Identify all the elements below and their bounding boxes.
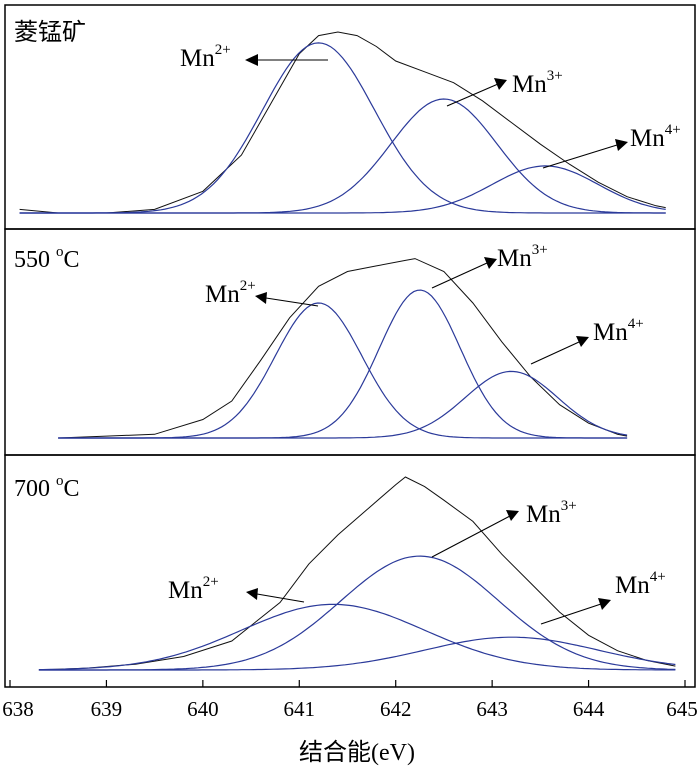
panel-2-mn4-annotation: Mn4+ bbox=[530, 316, 644, 365]
x-tick-label-645: 645 bbox=[666, 697, 698, 721]
x-tick-label-643: 643 bbox=[476, 697, 508, 721]
panel-1-title: 菱锰矿 bbox=[14, 19, 86, 46]
panel-2-mn3-fit-curve bbox=[58, 289, 628, 439]
panel-3-frame bbox=[4, 454, 696, 688]
panel-rhodochrosite: 菱锰矿 Mn2+ Mn3+ Mn4+ bbox=[4, 4, 696, 230]
panel-3-mn3-fit-curve bbox=[38, 555, 676, 671]
panel-3-mn3-annotation: Mn3+ bbox=[431, 498, 577, 558]
x-axis: 638 639 640 641 642 643 644 645 bbox=[2, 680, 698, 721]
svg-text:Mn2+: Mn2+ bbox=[180, 42, 231, 72]
x-tick-label-639: 639 bbox=[91, 697, 123, 721]
panel-2-title: 550 oC bbox=[14, 244, 80, 273]
x-axis-label: 结合能(eV) bbox=[299, 739, 415, 766]
panel-2-envelope-line bbox=[58, 258, 628, 439]
panel-3-mn4-fit-curve bbox=[38, 636, 676, 671]
panel-3-mn2-annotation: Mn2+ bbox=[168, 574, 305, 604]
svg-text:Mn4+: Mn4+ bbox=[615, 569, 666, 599]
panel-2-mn2-annotation: Mn2+ bbox=[205, 278, 319, 308]
panel-1-mn3-fit-curve bbox=[19, 98, 666, 214]
panel-1-envelope-line bbox=[19, 31, 666, 214]
panel-2-mn3-annotation: Mn3+ bbox=[431, 242, 548, 289]
panel-3-mn2-fit-curve bbox=[38, 603, 676, 671]
panel-3-mn4-annotation: Mn4+ bbox=[540, 569, 666, 625]
panel-1-mn2-annotation: Mn2+ bbox=[180, 42, 328, 72]
svg-text:Mn2+: Mn2+ bbox=[168, 574, 219, 604]
panel-1-mn3-annotation: Mn3+ bbox=[446, 68, 563, 107]
x-tick-label-641: 641 bbox=[284, 697, 316, 721]
x-tick-label-642: 642 bbox=[380, 697, 412, 721]
svg-text:Mn3+: Mn3+ bbox=[497, 242, 548, 272]
svg-text:Mn3+: Mn3+ bbox=[512, 68, 563, 98]
x-tick-label-640: 640 bbox=[187, 697, 219, 721]
x-tick-label-638: 638 bbox=[2, 697, 34, 721]
panel-1-mn2-fit-curve bbox=[19, 42, 666, 214]
panel-3-envelope-line bbox=[38, 476, 676, 671]
panel-700c: 700 oC Mn2+ Mn3+ Mn4+ bbox=[4, 454, 696, 688]
panel-2-mn2-fit-curve bbox=[58, 302, 628, 439]
panel-1-mn4-fit-curve bbox=[19, 165, 666, 214]
svg-text:Mn4+: Mn4+ bbox=[630, 122, 681, 152]
svg-text:Mn2+: Mn2+ bbox=[205, 278, 256, 308]
x-tick-label-644: 644 bbox=[573, 697, 605, 721]
panel-2-mn4-fit-curve bbox=[58, 370, 628, 439]
panel-1-mn4-annotation: Mn4+ bbox=[542, 122, 681, 169]
panel-3-title: 700 oC bbox=[14, 473, 80, 502]
panel-1-frame bbox=[4, 4, 696, 230]
svg-text:Mn3+: Mn3+ bbox=[526, 498, 577, 528]
panel-550c: 550 oC Mn2+ Mn3+ Mn4+ bbox=[4, 228, 696, 456]
svg-text:Mn4+: Mn4+ bbox=[593, 316, 644, 346]
panel-2-frame bbox=[4, 228, 696, 456]
